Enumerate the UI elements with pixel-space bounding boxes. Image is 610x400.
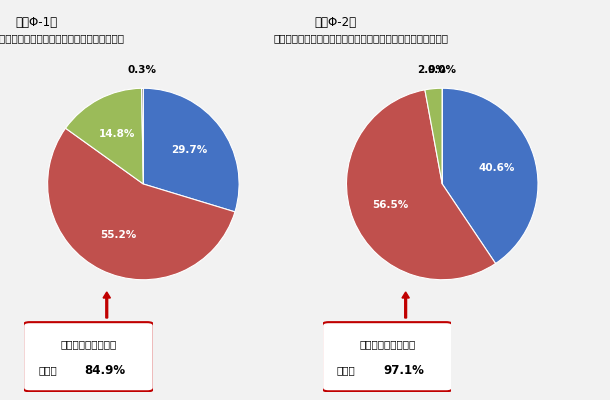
Text: マスクは感染症予防: マスクは感染症予防 xyxy=(359,339,415,349)
Text: 97.1%: 97.1% xyxy=(384,364,425,377)
Text: 14.8%: 14.8% xyxy=(99,129,135,139)
Text: 『図Φ-2』: 『図Φ-2』 xyxy=(314,16,356,29)
Wedge shape xyxy=(48,128,235,280)
Text: 『図Φ-1』: 『図Φ-1』 xyxy=(15,16,57,29)
Text: になる: になる xyxy=(337,366,356,375)
Text: あなたは、インフルエンザなどの感染症に対する予防: あなたは、インフルエンザなどの感染症に対する予防 xyxy=(0,33,124,43)
Text: 84.9%: 84.9% xyxy=(85,364,126,377)
FancyBboxPatch shape xyxy=(322,322,453,391)
Text: 55.2%: 55.2% xyxy=(100,230,137,240)
Text: 0.3%: 0.3% xyxy=(127,65,157,75)
Text: が高い: が高い xyxy=(38,366,57,375)
Text: 40.6%: 40.6% xyxy=(478,162,515,172)
Text: 29.7%: 29.7% xyxy=(171,145,207,155)
Wedge shape xyxy=(346,90,495,280)
Wedge shape xyxy=(142,88,143,184)
Wedge shape xyxy=(425,88,442,184)
Wedge shape xyxy=(143,88,239,212)
Text: 56.5%: 56.5% xyxy=(371,200,408,210)
FancyBboxPatch shape xyxy=(23,322,154,391)
Text: 0.0%: 0.0% xyxy=(428,65,457,75)
Text: 感染症への予防意識: 感染症への予防意識 xyxy=(60,339,117,349)
Wedge shape xyxy=(65,88,143,184)
Text: 2.9%: 2.9% xyxy=(417,65,447,75)
Text: あなたは、マスクを着用することが風邪・インフルエンザなど: あなたは、マスクを着用することが風邪・インフルエンザなど xyxy=(274,33,448,43)
Legend: とてもそう思う, ややそう思う, あまりそう思わない, まったくそう思わない: とてもそう思う, ややそう思う, あまりそう思わない, まったくそう思わない xyxy=(359,152,443,216)
Wedge shape xyxy=(442,88,538,264)
